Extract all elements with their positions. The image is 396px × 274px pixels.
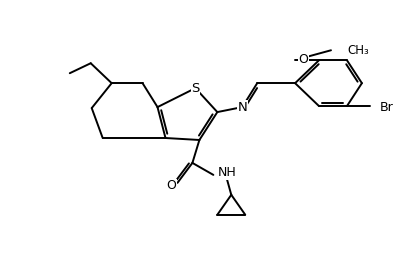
- Text: O: O: [298, 53, 308, 66]
- Text: Br: Br: [380, 101, 394, 114]
- Text: N: N: [237, 101, 247, 114]
- Text: O: O: [167, 179, 176, 192]
- Text: S: S: [191, 82, 200, 95]
- Text: NH: NH: [217, 166, 236, 179]
- Text: CH₃: CH₃: [347, 44, 369, 57]
